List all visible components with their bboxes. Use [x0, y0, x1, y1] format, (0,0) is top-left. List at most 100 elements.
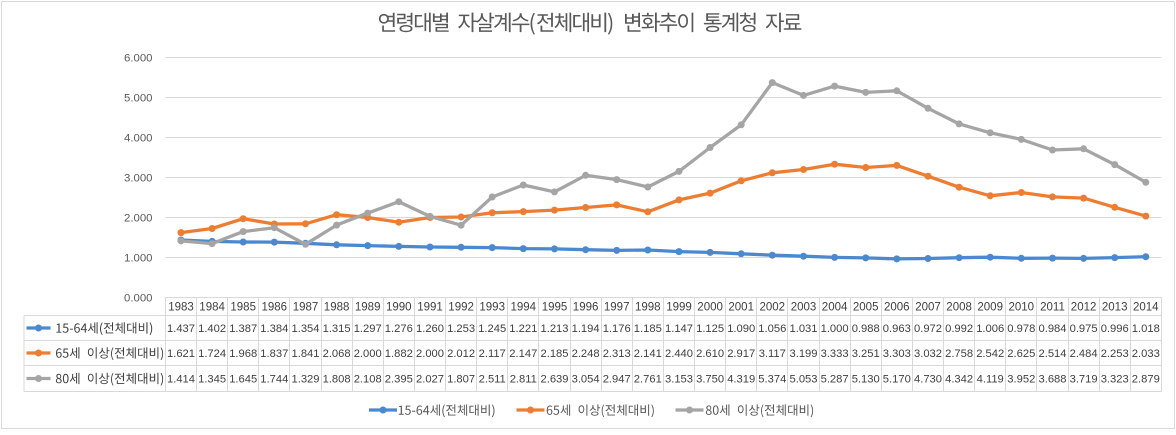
svg-text:1988: 1988 — [324, 301, 350, 313]
svg-text:1.000: 1.000 — [124, 253, 153, 265]
svg-text:1986: 1986 — [262, 301, 288, 313]
svg-text:2.811: 2.811 — [510, 374, 537, 386]
svg-text:1.841: 1.841 — [292, 348, 320, 360]
svg-text:1.354: 1.354 — [292, 323, 320, 335]
svg-text:1987: 1987 — [293, 301, 319, 313]
svg-text:5.374: 5.374 — [758, 374, 786, 386]
svg-text:1.213: 1.213 — [541, 323, 569, 335]
svg-text:2001: 2001 — [728, 301, 754, 313]
svg-text:1.031: 1.031 — [790, 323, 818, 335]
svg-text:5.130: 5.130 — [852, 374, 880, 386]
svg-text:2.542: 2.542 — [976, 348, 1004, 360]
svg-text:1.185: 1.185 — [634, 323, 662, 335]
svg-text:0.988: 0.988 — [852, 323, 880, 335]
svg-text:0.000: 0.000 — [124, 293, 153, 305]
svg-text:2.761: 2.761 — [634, 374, 662, 386]
svg-text:2014: 2014 — [1133, 301, 1159, 313]
svg-text:2.147: 2.147 — [509, 348, 537, 360]
svg-text:1.315: 1.315 — [323, 323, 351, 335]
svg-text:2003: 2003 — [791, 301, 817, 313]
svg-text:5.170: 5.170 — [883, 374, 911, 386]
svg-text:5.287: 5.287 — [821, 374, 849, 386]
svg-text:1995: 1995 — [542, 301, 568, 313]
svg-text:3.719: 3.719 — [1070, 374, 1098, 386]
svg-text:5.053: 5.053 — [790, 374, 818, 386]
svg-text:5.000: 5.000 — [124, 93, 153, 105]
svg-text:2007: 2007 — [915, 301, 941, 313]
svg-text:2.012: 2.012 — [447, 348, 475, 360]
svg-text:1.744: 1.744 — [260, 374, 288, 386]
svg-text:1.882: 1.882 — [385, 348, 413, 360]
svg-text:2.000: 2.000 — [354, 348, 382, 360]
svg-text:2006: 2006 — [884, 301, 910, 313]
svg-text:3.054: 3.054 — [572, 374, 600, 386]
svg-text:1.018: 1.018 — [1132, 323, 1160, 335]
svg-text:1.056: 1.056 — [758, 323, 786, 335]
svg-text:1.437: 1.437 — [167, 323, 195, 335]
svg-text:2012: 2012 — [1071, 301, 1097, 313]
svg-text:2.027: 2.027 — [416, 374, 444, 386]
svg-text:1.000: 1.000 — [821, 323, 849, 335]
svg-text:3.251: 3.251 — [852, 348, 880, 360]
svg-text:2.514: 2.514 — [1039, 348, 1067, 360]
svg-text:0.975: 0.975 — [1070, 323, 1098, 335]
svg-text:4.119: 4.119 — [977, 374, 1004, 386]
svg-text:1999: 1999 — [666, 301, 692, 313]
svg-text:3.323: 3.323 — [1101, 374, 1129, 386]
svg-text:0.972: 0.972 — [914, 323, 942, 335]
svg-text:2.484: 2.484 — [1070, 348, 1098, 360]
svg-text:1.194: 1.194 — [572, 323, 600, 335]
svg-text:4.319: 4.319 — [727, 374, 755, 386]
svg-text:4.730: 4.730 — [914, 374, 942, 386]
svg-text:1.402: 1.402 — [198, 323, 226, 335]
svg-text:1.253: 1.253 — [447, 323, 475, 335]
svg-text:2005: 2005 — [853, 301, 879, 313]
svg-text:1992: 1992 — [448, 301, 474, 313]
svg-text:2.625: 2.625 — [1007, 348, 1035, 360]
svg-text:2.068: 2.068 — [323, 348, 351, 360]
svg-text:1983: 1983 — [168, 301, 194, 313]
svg-text:1.125: 1.125 — [696, 323, 724, 335]
svg-text:2.313: 2.313 — [603, 348, 631, 360]
svg-text:2.248: 2.248 — [572, 348, 600, 360]
svg-text:2.000: 2.000 — [416, 348, 444, 360]
svg-text:1.221: 1.221 — [509, 323, 537, 335]
svg-text:0.963: 0.963 — [883, 323, 911, 335]
svg-text:3.199: 3.199 — [790, 348, 818, 360]
svg-text:1990: 1990 — [386, 301, 412, 313]
svg-text:2.185: 2.185 — [541, 348, 569, 360]
svg-text:2.253: 2.253 — [1101, 348, 1129, 360]
svg-text:2.141: 2.141 — [634, 348, 662, 360]
svg-text:3.303: 3.303 — [883, 348, 911, 360]
svg-text:2002: 2002 — [760, 301, 786, 313]
svg-text:2.117: 2.117 — [479, 348, 506, 360]
svg-text:3.117: 3.117 — [759, 348, 786, 360]
svg-text:1.297: 1.297 — [354, 323, 382, 335]
svg-text:0.978: 0.978 — [1007, 323, 1035, 335]
svg-text:1996: 1996 — [573, 301, 599, 313]
svg-text:1.090: 1.090 — [727, 323, 755, 335]
svg-text:2.639: 2.639 — [541, 374, 569, 386]
svg-text:2009: 2009 — [977, 301, 1003, 313]
svg-text:2.108: 2.108 — [354, 374, 382, 386]
svg-text:2.947: 2.947 — [603, 374, 631, 386]
svg-text:2.000: 2.000 — [124, 213, 153, 225]
svg-text:2.511: 2.511 — [479, 374, 506, 386]
svg-text:1.276: 1.276 — [385, 323, 413, 335]
svg-text:1.260: 1.260 — [416, 323, 444, 335]
svg-text:1989: 1989 — [355, 301, 381, 313]
svg-text:1994: 1994 — [511, 301, 537, 313]
svg-text:1.245: 1.245 — [478, 323, 506, 335]
svg-text:2.758: 2.758 — [945, 348, 973, 360]
svg-text:3.000: 3.000 — [124, 173, 153, 185]
svg-text:1997: 1997 — [604, 301, 630, 313]
svg-text:3.952: 3.952 — [1007, 374, 1035, 386]
svg-text:1.645: 1.645 — [229, 374, 257, 386]
svg-text:1.837: 1.837 — [260, 348, 288, 360]
svg-text:0.996: 0.996 — [1101, 323, 1129, 335]
svg-text:4.000: 4.000 — [124, 133, 153, 145]
svg-text:1.807: 1.807 — [447, 374, 475, 386]
svg-text:1.808: 1.808 — [323, 374, 351, 386]
svg-text:2.879: 2.879 — [1132, 374, 1160, 386]
svg-text:1.724: 1.724 — [198, 348, 226, 360]
